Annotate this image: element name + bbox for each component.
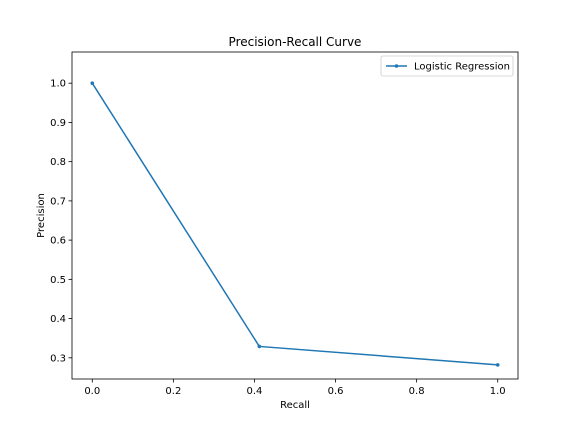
data-point bbox=[90, 81, 95, 85]
y-tick-label: 0.6 bbox=[50, 236, 66, 247]
y-axis-label: Precision bbox=[36, 193, 47, 238]
legend-box bbox=[380, 55, 514, 77]
x-tick-label: 0.0 bbox=[84, 386, 100, 397]
y-tick-label: 0.5 bbox=[50, 275, 66, 286]
y-tick-label: 0.4 bbox=[50, 314, 66, 325]
y-tick-label: 0.3 bbox=[50, 353, 66, 364]
x-tick-label: 0.2 bbox=[165, 386, 181, 397]
y-tick-label: 1.0 bbox=[50, 79, 66, 90]
legend-label: Logistic Regression bbox=[414, 62, 510, 73]
x-tick-label: 0.6 bbox=[328, 386, 344, 397]
x-axis: 0.0 0.2 0.4 0.6 0.8 1.0 bbox=[84, 379, 506, 397]
data-point bbox=[257, 344, 262, 349]
x-tick-label: 0.8 bbox=[409, 386, 425, 397]
axes-frame bbox=[71, 51, 519, 380]
data-point bbox=[495, 363, 500, 367]
series-layer bbox=[90, 81, 500, 367]
legend: Logistic Regression bbox=[380, 55, 514, 77]
x-axis-label: Recall bbox=[280, 400, 310, 411]
chart-title: Precision-Recall Curve bbox=[229, 35, 362, 49]
x-tick-label: 0.4 bbox=[247, 386, 263, 397]
x-tick-label: 1.0 bbox=[490, 386, 506, 397]
y-tick-label: 0.9 bbox=[50, 118, 66, 129]
plot-area bbox=[72, 52, 518, 379]
y-tick-label: 0.8 bbox=[50, 157, 66, 168]
y-axis: 0.3 0.4 0.5 0.6 0.7 0.8 0.9 1.0 bbox=[50, 79, 72, 364]
legend-marker-swatch bbox=[394, 64, 399, 68]
y-tick-label: 0.7 bbox=[50, 196, 66, 207]
